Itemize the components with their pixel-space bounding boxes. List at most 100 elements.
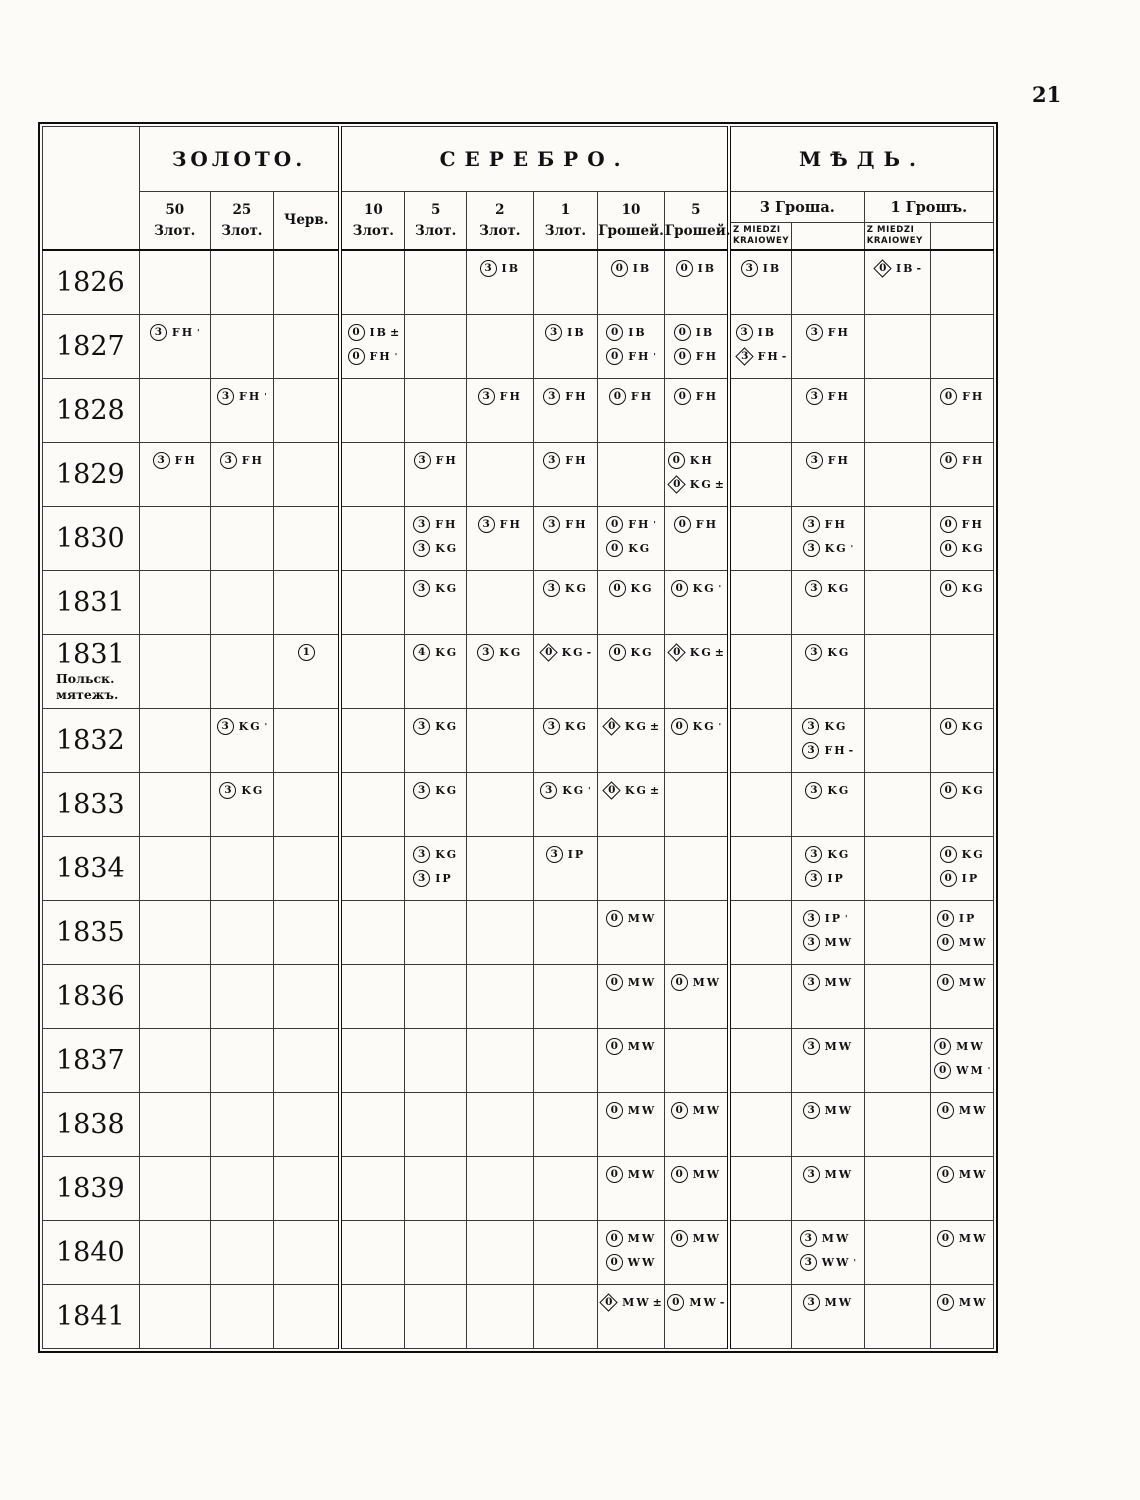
cell-s10z (338, 1027, 406, 1093)
cell-c3: 3 FH (791, 377, 865, 443)
cell-s2z (465, 771, 534, 837)
mintmaster-initials: MW (824, 935, 854, 949)
coin-mark: 0 MW (605, 1165, 657, 1183)
mintmaster-initials: KG (827, 847, 851, 861)
mintmaster-initials: FH (827, 453, 850, 467)
coin-mark: 3 KG (802, 717, 847, 735)
mintmaster-initials: MW (622, 1295, 651, 1309)
cell-g50 (138, 569, 211, 635)
circle-mintmark-icon: 3 (805, 451, 823, 469)
coin-mark: 0 IB (610, 260, 651, 277)
cell-c3k: 3 IB (726, 249, 793, 315)
cell-s5g: 0 IB (663, 249, 730, 315)
year-cell: 1836 (42, 963, 140, 1029)
circle-mintmark-icon: 0 (936, 933, 954, 951)
circle-mintmark-icon: 0 (608, 387, 626, 405)
circle-mintmark-icon: 3 (802, 909, 820, 927)
circle-mintmark-icon: 0 (670, 1101, 688, 1119)
mintmaster-initials: FH (565, 517, 588, 531)
mark-suffix: ± (649, 719, 660, 733)
coin-mark: 3 FH (543, 387, 588, 405)
cell-g50 (138, 771, 211, 837)
cell-s10z (338, 899, 406, 965)
coin-mark: 0 MW (605, 973, 657, 991)
table-row: 1831 Польск. мятежъ. 1 4 KG 3 KG 0 KG -0 KG 0 KG ±3 KG (42, 633, 994, 709)
cell-s10g: 0 MW ± (597, 1283, 665, 1349)
cell-chv (273, 899, 341, 965)
cell-c1 (930, 633, 994, 709)
cell-s5g: 0 KG ± (663, 633, 730, 709)
mintmaster-initials: KG (561, 645, 585, 659)
coin-mark: 3 FH (802, 515, 847, 533)
cell-g25 (209, 633, 275, 709)
coin-mark: 3 FH (477, 515, 522, 533)
mark-suffix: ' (653, 351, 656, 361)
coin-mark: 3 FH (805, 451, 850, 469)
cell-chv (273, 707, 341, 773)
cell-c3k: 3 IB 3 FH - (726, 313, 793, 379)
column-header-50-zlot: 50 Злот. (138, 191, 211, 251)
circle-mintmark-icon: 0 (940, 387, 958, 405)
circle-mintmark-icon: 3 (413, 845, 431, 863)
coin-mark: 0 MW (605, 1101, 657, 1119)
cell-s2z: 3 KG (465, 633, 534, 709)
cell-c1: 0 MW 0 WM ' (930, 1027, 994, 1093)
circle-mintmark-icon: 3 (543, 387, 561, 405)
circle-mintmark-icon: 0 (605, 1037, 623, 1055)
cell-g25 (209, 1283, 275, 1349)
cell-c3k (726, 633, 793, 709)
circle-mintmark-icon: 3 (542, 579, 560, 597)
cell-chv (273, 771, 341, 837)
coin-mark: 3 MW (802, 933, 854, 951)
coin-mark: 3 IP (545, 845, 585, 863)
cell-g25: 3 KG (209, 771, 275, 837)
mintmaster-initials: MW (627, 975, 657, 989)
cell-chv: 1 (273, 633, 341, 709)
cell-c3: 3 KG (791, 771, 865, 837)
cell-c3: 3 MW (791, 1091, 865, 1157)
cell-s5g: 0 FH (663, 377, 730, 443)
coin-mark: 3 FH (152, 451, 197, 469)
mark-suffix: - (848, 743, 854, 757)
cell-chv (273, 1283, 341, 1349)
mintmaster-initials: MW (824, 975, 854, 989)
coin-mark: 3 KG (805, 845, 851, 863)
coin-mark: 0 FH (673, 347, 718, 365)
circle-mintmark-icon: 3 (477, 515, 495, 533)
coin-mark: 0 KG (939, 717, 985, 735)
year-cell: 1841 (42, 1283, 140, 1349)
cell-s2z: 3 FH (465, 505, 534, 571)
year-cell: 1832 (42, 707, 140, 773)
circle-mintmark-icon: 3 (479, 260, 497, 277)
coin-mark: 0 KG (608, 579, 654, 597)
coin-mark: 3 FH (477, 387, 522, 405)
mintmaster-initials: IB (369, 325, 388, 339)
mintmaster-initials: FH (565, 389, 588, 403)
cell-g50 (138, 633, 211, 709)
mintmaster-initials: KG (435, 719, 459, 733)
cell-c1: 0 MW (930, 1283, 994, 1349)
cell-c1: 0 FH (930, 377, 994, 443)
circle-mintmark-icon: 3 (805, 845, 823, 863)
cell-s10g (597, 441, 665, 507)
coin-mark: 3 KG (219, 781, 264, 799)
circle-mintmark-icon: 3 (413, 451, 431, 469)
mintmaster-initials: KG (827, 645, 851, 659)
coin-mark: 3 MW (802, 973, 854, 991)
mark-suffix: ' (718, 583, 722, 593)
diamond-mintmark-icon: 0 (873, 259, 892, 278)
mintmaster-initials: IP (824, 911, 843, 925)
table-row: 1830 3 FH 3 KG 3 FH 3 FH 0 FH ' 0 KG 0 FH 3 FH 3 KG ' 0 FH 0 KG (42, 505, 994, 571)
year-label: 1835 (56, 916, 125, 948)
mintmaster-initials: MW (627, 1231, 657, 1245)
cell-c1k (863, 1219, 932, 1285)
mintmaster-initials: KG (692, 581, 716, 595)
year-label: 1837 (56, 1044, 125, 1076)
year-cell: 1826 (42, 249, 140, 315)
coin-mark: 3 KG (542, 717, 588, 735)
mintmaster-initials: MW (689, 1295, 718, 1309)
cell-s10g: 0 MW (597, 1091, 665, 1157)
coin-table-body: 1826 3 IB 0 IB 0 IB 3 IB 0 IB -1827 3 FH ' 0 IB ±0 FH ' 3 IB 0… (42, 249, 994, 1349)
mintmaster-initials: FH (628, 349, 651, 363)
year-cell: 1831 (42, 569, 140, 635)
